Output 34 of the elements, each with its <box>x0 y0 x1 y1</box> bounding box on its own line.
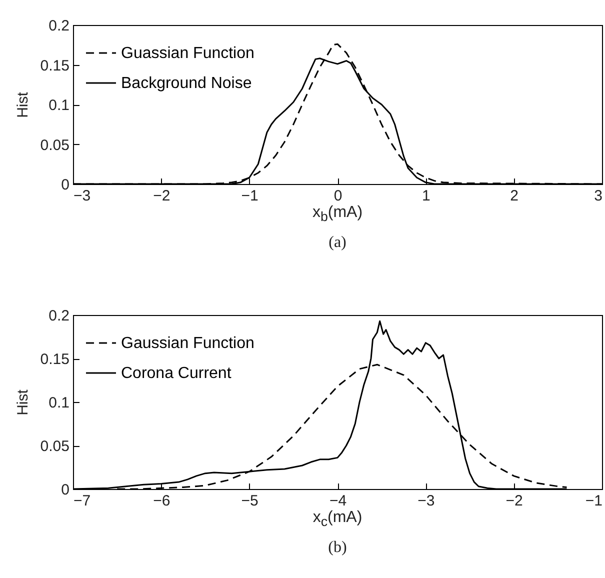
y-tick-label: 0 <box>61 482 70 498</box>
x-tick-label: −2 <box>153 188 170 204</box>
x-tick-label: −6 <box>153 492 170 510</box>
x-tick-label: −3 <box>418 492 435 510</box>
x-axis-title: x$_{b}$(mA) <box>311 204 364 224</box>
x-tick-label: −4 <box>329 492 347 510</box>
y-tick-label: 0.2 <box>48 308 70 324</box>
x-tick-label: −7 <box>74 492 91 510</box>
y-tick-label: 0.1 <box>48 394 70 412</box>
legend-label: Corona Current <box>121 365 232 382</box>
y-tick-label: 0.1 <box>48 97 70 114</box>
legend-label: Background Noise <box>121 75 252 92</box>
y-tick-label: 0.05 <box>40 438 70 455</box>
y-tick-label: 0.05 <box>40 136 70 154</box>
x-tick-label: −2 <box>506 492 523 510</box>
y-tick-label: 0.15 <box>40 57 70 74</box>
y-axis-title: Hist <box>14 91 32 118</box>
y-axis-title: Hist <box>14 388 32 416</box>
y-tick-label: 0 <box>61 176 70 194</box>
text: (a) <box>328 234 348 252</box>
x-tick-label: 0 <box>334 188 342 204</box>
x-tick-label: −1 <box>585 492 602 510</box>
x-tick-label: −3 <box>74 188 91 204</box>
x-tick-label: −5 <box>241 492 258 510</box>
x-tick-label: 3 <box>594 188 602 204</box>
x-axis-title: x$_{c}$(mA) <box>312 509 364 530</box>
x-tick-label: −1 <box>241 188 258 204</box>
x-tick-label: 1 <box>422 188 430 204</box>
x-tick-label: 2 <box>510 188 519 204</box>
y-tick-label: 0.15 <box>40 351 70 368</box>
legend-label: Guassian Function <box>121 45 254 62</box>
y-tick-label: 0.2 <box>48 18 70 34</box>
text: (b) <box>327 539 348 557</box>
legend-label: Gaussian Function <box>121 335 254 352</box>
